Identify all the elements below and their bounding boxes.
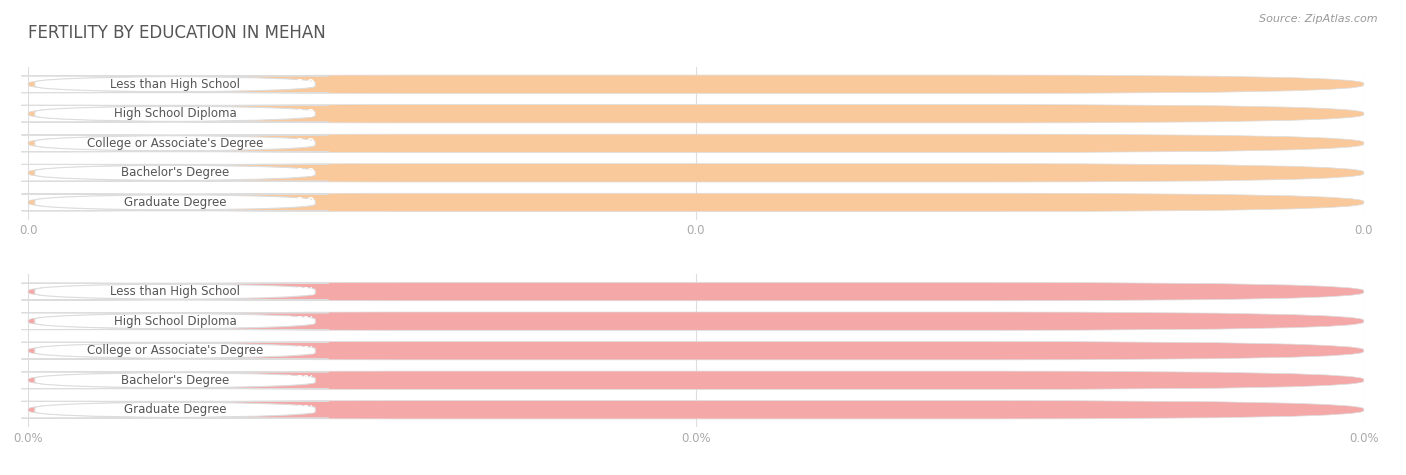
FancyBboxPatch shape bbox=[21, 164, 329, 181]
Text: 0.0%: 0.0% bbox=[284, 346, 315, 356]
Text: FERTILITY BY EDUCATION IN MEHAN: FERTILITY BY EDUCATION IN MEHAN bbox=[28, 24, 326, 42]
FancyBboxPatch shape bbox=[28, 193, 1364, 211]
Text: 0.0: 0.0 bbox=[295, 168, 315, 178]
Text: 0.0%: 0.0% bbox=[284, 375, 315, 385]
FancyBboxPatch shape bbox=[28, 283, 1364, 301]
FancyBboxPatch shape bbox=[21, 194, 329, 211]
Text: Bachelor's Degree: Bachelor's Degree bbox=[121, 166, 229, 180]
Text: College or Associate's Degree: College or Associate's Degree bbox=[87, 137, 263, 150]
FancyBboxPatch shape bbox=[21, 76, 329, 93]
Text: College or Associate's Degree: College or Associate's Degree bbox=[87, 344, 263, 357]
FancyBboxPatch shape bbox=[28, 104, 1364, 123]
Text: Graduate Degree: Graduate Degree bbox=[124, 196, 226, 209]
Text: 0.0: 0.0 bbox=[295, 198, 315, 208]
Text: Less than High School: Less than High School bbox=[110, 78, 240, 91]
Text: 0.0%: 0.0% bbox=[284, 286, 315, 296]
FancyBboxPatch shape bbox=[28, 342, 1364, 360]
Text: 0.0%: 0.0% bbox=[284, 316, 315, 326]
FancyBboxPatch shape bbox=[28, 400, 1364, 419]
Text: Less than High School: Less than High School bbox=[110, 285, 240, 298]
Text: 0.0: 0.0 bbox=[295, 109, 315, 119]
Text: Bachelor's Degree: Bachelor's Degree bbox=[121, 374, 229, 387]
FancyBboxPatch shape bbox=[21, 342, 329, 359]
FancyBboxPatch shape bbox=[21, 105, 329, 122]
FancyBboxPatch shape bbox=[21, 135, 329, 152]
FancyBboxPatch shape bbox=[21, 401, 329, 418]
FancyBboxPatch shape bbox=[28, 371, 1364, 390]
FancyBboxPatch shape bbox=[28, 164, 1364, 182]
Text: High School Diploma: High School Diploma bbox=[114, 107, 236, 120]
Text: 0.0: 0.0 bbox=[295, 79, 315, 89]
FancyBboxPatch shape bbox=[21, 313, 329, 330]
Text: 0.0: 0.0 bbox=[295, 138, 315, 148]
FancyBboxPatch shape bbox=[21, 283, 329, 300]
FancyBboxPatch shape bbox=[28, 75, 1364, 94]
Text: Graduate Degree: Graduate Degree bbox=[124, 403, 226, 416]
Text: 0.0%: 0.0% bbox=[284, 405, 315, 415]
Text: Source: ZipAtlas.com: Source: ZipAtlas.com bbox=[1260, 14, 1378, 24]
Text: High School Diploma: High School Diploma bbox=[114, 314, 236, 328]
FancyBboxPatch shape bbox=[21, 372, 329, 389]
FancyBboxPatch shape bbox=[28, 312, 1364, 330]
FancyBboxPatch shape bbox=[28, 134, 1364, 152]
